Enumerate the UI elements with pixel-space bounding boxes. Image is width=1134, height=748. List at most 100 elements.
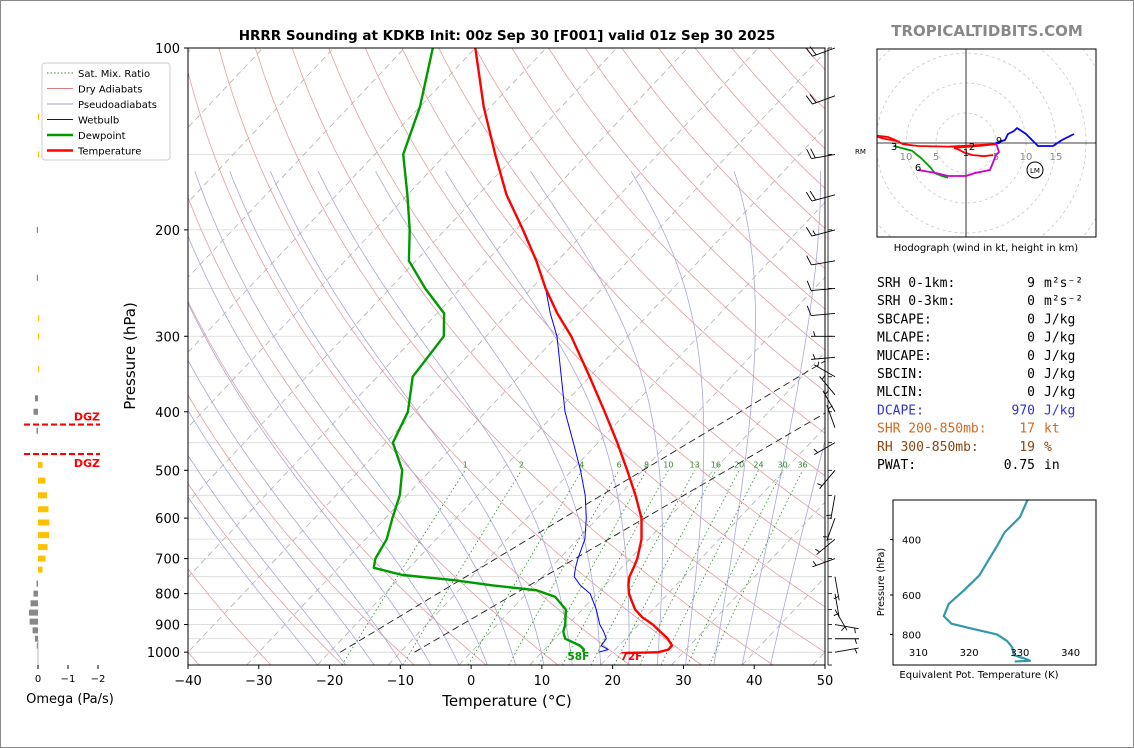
y-tick-label: 400 [155, 406, 180, 421]
omega-bar [38, 519, 50, 526]
omega-bar [38, 506, 49, 513]
omega-bar [32, 627, 38, 634]
legend-label: Sat. Mix. Ratio [78, 69, 150, 80]
mixing-ratio-label: 13 [690, 460, 700, 469]
stat-unit: J/kg [1044, 385, 1075, 400]
isotherm-line [317, 126, 825, 665]
omega-bar [35, 395, 38, 402]
wind-barb [817, 470, 836, 489]
stat-unit: J/kg [1044, 312, 1075, 327]
x-tick-label: −40 [174, 674, 201, 689]
pseudoadiabat [713, 171, 756, 665]
skew-t-frame [187, 47, 826, 666]
stat-unit: in [1044, 458, 1060, 473]
x-tick-label: 20 [604, 674, 621, 689]
stat-label: MLCAPE: [877, 331, 932, 346]
isotherm-line [188, 48, 547, 428]
temperature-profile [474, 48, 674, 655]
wind-barb [813, 442, 836, 456]
wind-barb [812, 558, 836, 568]
wind-barb [806, 280, 836, 291]
pseudoadiabat [229, 171, 516, 665]
omega-bar [35, 635, 38, 642]
legend-label: Dry Adiabats [78, 85, 142, 96]
hodograph: 10 5 5 10 15 12 3 6 9 LM Hodograph (wind in kt, … [876, 48, 1097, 254]
mixing-ratio-label: 16 [711, 460, 721, 469]
wind-barb [805, 46, 836, 57]
stat-label: SBCIN: [877, 367, 924, 382]
dry-adiabat [548, 48, 825, 351]
pseudoadiabat [770, 438, 825, 665]
hodograph-ring-label: 5 [993, 152, 999, 163]
omega-bar [36, 427, 38, 434]
mixing-ratio-label: 36 [797, 460, 807, 469]
y-tick-label: 500 [155, 464, 180, 479]
legend: Sat. Mix. Ratio Dry Adiabats Pseudoadiabat… [41, 62, 171, 161]
omega-tick-label: −1 [61, 674, 76, 685]
pseudoadiabat [188, 496, 318, 665]
hodograph-ring-label: 5 [933, 152, 939, 163]
skew-t-plot: 1 2 4 6 8 10 13 16 20 24 30 36 58F 72F −40 −30 −20 −10 0… [41, 42, 866, 710]
mixing-ratio-line [613, 470, 717, 665]
isotherm-line [188, 48, 618, 503]
theta-e-y-tick: 400 [902, 535, 921, 546]
omega-bar [38, 333, 40, 340]
dgz-label: DGZ [74, 411, 100, 424]
mixing-ratio-line [687, 470, 783, 665]
hodograph-trace [917, 142, 1000, 177]
mixing-ratio-label: 2 [519, 460, 524, 469]
theta-e-y-label: Pressure (hPa) [876, 548, 887, 616]
mixing-ratio-line [639, 470, 740, 665]
stat-unit: J/kg [1044, 349, 1075, 364]
theta-e-x-tick: 340 [1061, 648, 1080, 659]
wind-barb [835, 638, 859, 644]
omega-bar [29, 618, 38, 625]
omega-bar [30, 600, 38, 607]
dry-adiabat [474, 48, 825, 434]
wind-barb [815, 538, 836, 555]
dry-adiabat [218, 48, 702, 665]
stats-table: SRH 0-1km: 9 m²s⁻² SRH 0-3km: 0 m²s⁻² SBCAPE: 0… [877, 276, 1083, 473]
pseudoadiabat [444, 171, 630, 665]
stat-label: PWAT: [877, 458, 916, 473]
stat-value: 0 [1027, 385, 1035, 400]
surface-value-label: 58F [567, 651, 589, 663]
dry-adiabat [364, 48, 825, 563]
wind-barb [819, 374, 836, 396]
omega-bar [38, 532, 50, 539]
omega-bar [36, 226, 38, 233]
dry-adiabat [584, 48, 825, 310]
surface-value-label: 72F [621, 651, 643, 663]
hodograph-trace [893, 145, 949, 179]
y-axis-label: Pressure (hPa) [121, 302, 139, 410]
mixing-ratio-label: 10 [663, 460, 673, 469]
hodograph-height-label: 1 [963, 148, 969, 159]
stat-unit: J/kg [1044, 403, 1075, 418]
x-tick-label: −30 [245, 674, 272, 689]
wind-barb [813, 361, 836, 378]
isotherm-line [671, 501, 825, 665]
theta-e-x-tick: 320 [960, 648, 979, 659]
stat-value: 0 [1027, 312, 1035, 327]
pseudoadiabat [741, 171, 821, 665]
omega-bar [33, 590, 38, 597]
dry-adiabat [511, 48, 825, 392]
hodograph-caption: Hodograph (wind in kt, height in km) [894, 243, 1079, 254]
hodograph-height-label: 6 [915, 163, 921, 174]
isotherm-line [188, 48, 688, 578]
stat-value: 0 [1027, 349, 1035, 364]
hodograph-height-label: 2 [969, 142, 975, 153]
omega-tick-label: 0 [35, 674, 41, 685]
dry-adiabat [188, 300, 487, 665]
stat-value: 0 [1027, 367, 1035, 382]
x-tick-label: 0 [467, 674, 475, 689]
wind-barb [806, 148, 836, 160]
omega-bar [38, 477, 46, 484]
omega-bar [38, 492, 47, 499]
pseudoadiabat [188, 454, 347, 665]
omega-bar [38, 462, 43, 469]
omega-panel: DGZ DGZ 0 −1 −2 Omega (Pa/s) [24, 113, 114, 707]
omega-bar [38, 113, 40, 120]
wind-barb [811, 354, 836, 360]
wind-barb [805, 94, 836, 105]
